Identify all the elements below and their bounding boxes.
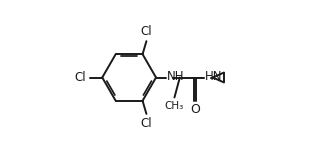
Text: Cl: Cl xyxy=(74,71,86,84)
Text: Cl: Cl xyxy=(141,25,152,38)
Text: HN: HN xyxy=(205,70,222,83)
Text: O: O xyxy=(190,103,200,116)
Text: CH₃: CH₃ xyxy=(164,101,183,111)
Text: Cl: Cl xyxy=(141,117,152,130)
Text: NH: NH xyxy=(167,70,185,83)
